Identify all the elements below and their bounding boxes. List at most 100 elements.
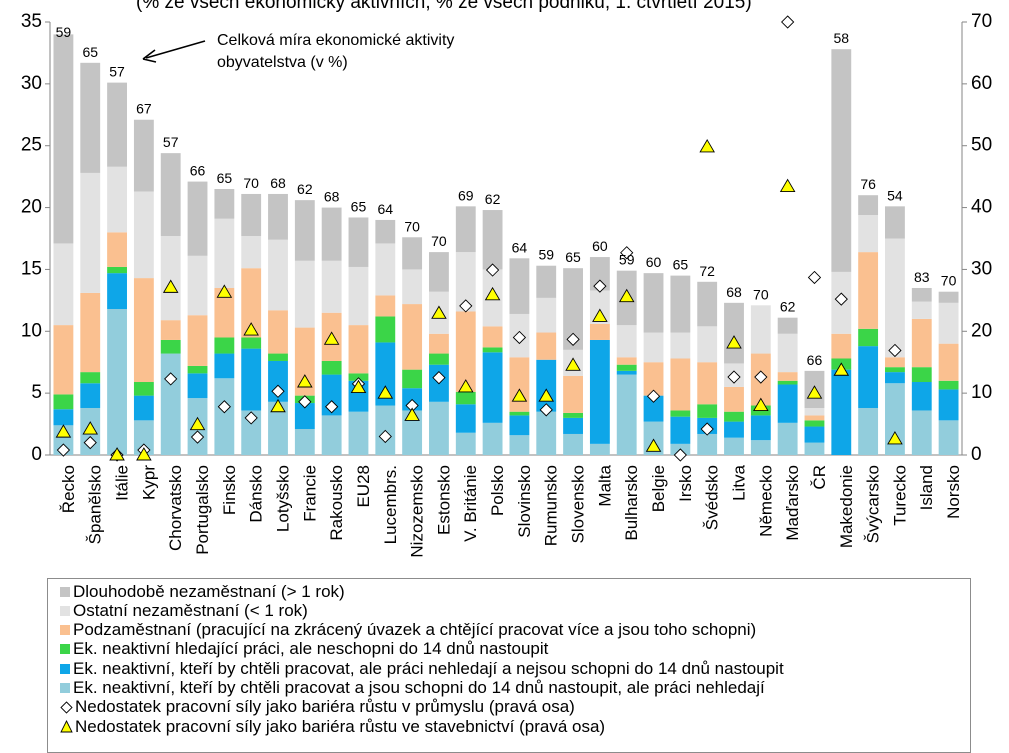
category-label: Rakousko bbox=[327, 465, 346, 541]
construction-marker bbox=[726, 335, 742, 349]
industry-marker bbox=[700, 422, 714, 436]
activity-rate-label: 72 bbox=[699, 263, 715, 279]
industry-marker bbox=[566, 332, 580, 346]
legend-swatch bbox=[60, 663, 70, 674]
legend-label: Dlouhodobě nezaměstnaní (> 1 rok) bbox=[73, 581, 345, 601]
bar-segment bbox=[750, 305, 771, 354]
y-tick-label: 15 bbox=[21, 258, 42, 279]
activity-rate-label: 65 bbox=[351, 198, 367, 214]
bar-segment bbox=[563, 433, 583, 455]
bar-segment bbox=[804, 442, 825, 455]
bar-segment bbox=[429, 401, 449, 455]
activity-rate-label: 59 bbox=[56, 24, 72, 40]
activity-rate-label: 70 bbox=[404, 218, 420, 234]
bar-segment bbox=[777, 422, 798, 455]
markers bbox=[55, 15, 903, 462]
activity-rate-label: 70 bbox=[753, 286, 769, 302]
category-label: Turecko bbox=[890, 465, 909, 526]
industry-marker bbox=[834, 292, 848, 306]
bar-segment bbox=[107, 166, 127, 233]
bar-segment bbox=[482, 347, 503, 353]
annotation-arrow-line bbox=[145, 40, 206, 59]
y-tick-label: 20 bbox=[21, 197, 42, 218]
industry-marker bbox=[459, 299, 473, 313]
bar-segment bbox=[831, 49, 852, 272]
bar-segment bbox=[643, 273, 664, 333]
industry-marker bbox=[620, 246, 634, 260]
bar-segment bbox=[214, 189, 235, 219]
activity-rate-label: 62 bbox=[297, 181, 313, 197]
bar-segment bbox=[509, 435, 530, 455]
legend-label: Ek. neaktivní, kteří by chtěli pracovat,… bbox=[73, 658, 784, 678]
bar-segment bbox=[885, 372, 905, 384]
bar-segment bbox=[107, 273, 127, 310]
bar-segment bbox=[616, 374, 637, 455]
bar-segment bbox=[321, 360, 342, 375]
bar-segment bbox=[80, 383, 101, 408]
activity-rate-label: 62 bbox=[780, 299, 796, 315]
category-labels: Řecko Španělsko Itálie Kypr Chorvatsko Portug… bbox=[59, 464, 963, 557]
activity-rate-label: 69 bbox=[458, 187, 474, 203]
legend-label: Podzaměstnaní (pracující na zkrácený úva… bbox=[73, 620, 757, 640]
y2-tick-label: 10 bbox=[971, 382, 992, 403]
activity-rate-labels: 59 65 57 67 57 66 65 70 68 62 68 65 64 70 70 69 62 64 59 65… bbox=[56, 24, 957, 368]
category-label: Irsko bbox=[676, 465, 695, 502]
bar-segment bbox=[804, 420, 825, 427]
bar-segment bbox=[563, 412, 583, 418]
bar-segment bbox=[375, 342, 396, 406]
bar-segment bbox=[697, 404, 718, 418]
activity-rate-label: 70 bbox=[941, 273, 957, 289]
bar-segment bbox=[455, 391, 476, 405]
bar-segment bbox=[53, 394, 74, 410]
construction-marker bbox=[806, 385, 823, 399]
industry-marker bbox=[888, 343, 902, 358]
bar-segment bbox=[858, 328, 879, 347]
bar-segment bbox=[697, 281, 718, 327]
industry-marker bbox=[432, 371, 446, 385]
activity-rate-label: 57 bbox=[109, 64, 125, 80]
category-label: Dánsko bbox=[247, 465, 266, 523]
y2-tick-label: 40 bbox=[971, 197, 992, 218]
bar-segment bbox=[321, 260, 342, 313]
bar-segment bbox=[53, 34, 74, 244]
bar-segment bbox=[777, 384, 798, 423]
legend-triangle-marker bbox=[60, 720, 73, 733]
legend-label: Ek. neaktivní, kteří by chtěli pracovat … bbox=[73, 678, 765, 697]
industry-marker bbox=[512, 330, 527, 345]
bar-segment bbox=[589, 290, 610, 324]
activity-rate-label: 65 bbox=[217, 170, 233, 186]
activity-rate-label: 62 bbox=[485, 191, 501, 207]
construction-marker bbox=[350, 379, 367, 394]
industry-marker bbox=[164, 372, 178, 386]
bar-segment bbox=[455, 432, 476, 455]
industry-marker bbox=[807, 270, 822, 285]
bar-segment bbox=[268, 353, 288, 361]
bar-segment bbox=[697, 362, 718, 405]
annotation-line-1: Celková míra ekonomické aktivity bbox=[217, 32, 454, 49]
bar-segment bbox=[616, 370, 637, 375]
bar-segment bbox=[214, 378, 235, 455]
bar-segment bbox=[375, 316, 396, 343]
bar-segment bbox=[80, 292, 101, 373]
bar-segment bbox=[536, 265, 557, 298]
construction-marker bbox=[887, 431, 903, 445]
construction-marker bbox=[511, 388, 528, 402]
legend-swatch bbox=[60, 586, 70, 597]
industry-marker bbox=[485, 263, 500, 277]
construction-marker bbox=[216, 284, 233, 298]
bar-segment bbox=[858, 346, 879, 408]
legend-item: Nedostatek pracovní síly jako bariéra rů… bbox=[60, 697, 575, 717]
bar-segment bbox=[455, 404, 476, 433]
construction-marker bbox=[297, 374, 313, 388]
bar-segment bbox=[80, 62, 101, 173]
category-label: Portugalsko bbox=[193, 465, 212, 555]
bar-segment bbox=[241, 410, 262, 455]
industry-marker bbox=[539, 403, 553, 417]
category-label: Malta bbox=[595, 464, 614, 506]
bar-segment bbox=[911, 382, 932, 411]
bar-segment bbox=[455, 311, 476, 392]
y-tick-label: 5 bbox=[31, 382, 42, 403]
category-label: ČR bbox=[810, 465, 829, 490]
category-label: Litva bbox=[729, 464, 748, 500]
bar-segment bbox=[482, 352, 503, 423]
